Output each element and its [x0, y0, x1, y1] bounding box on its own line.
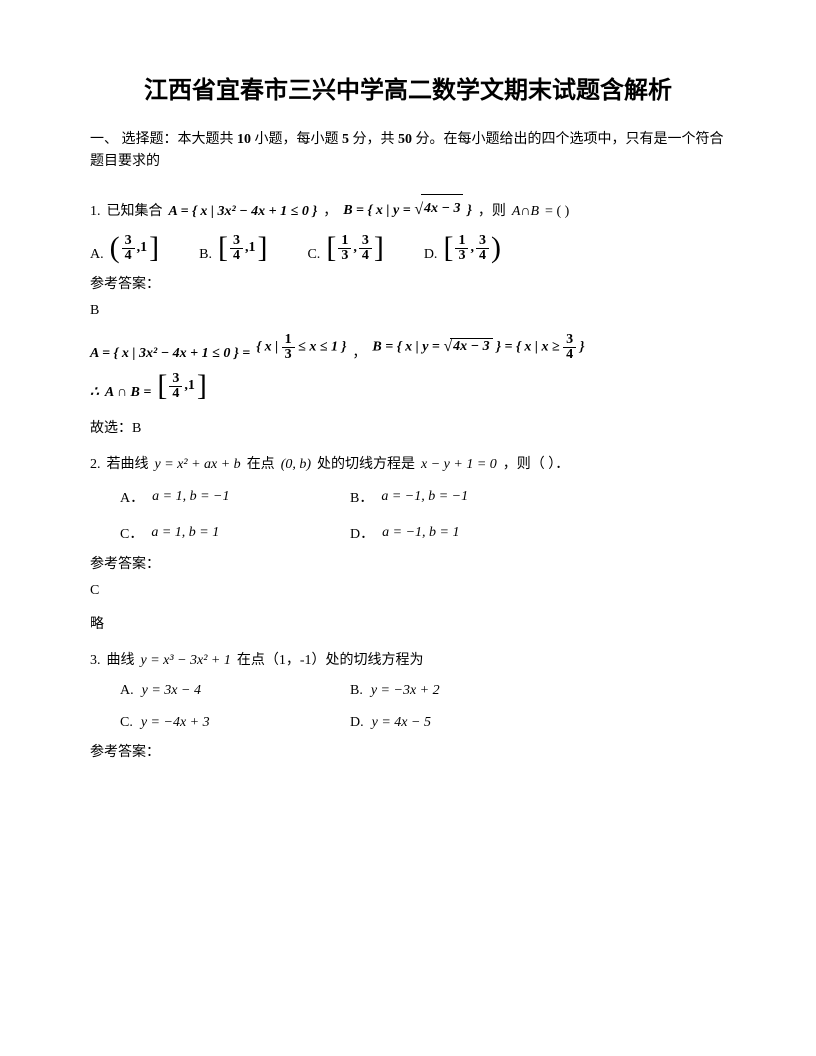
sec1-m1: 小题，每小题	[251, 132, 342, 147]
q3-ans-label: 参考答案：	[90, 741, 726, 761]
q1-pre: 已知集合	[107, 198, 163, 226]
sec1-nq: 10	[237, 132, 251, 147]
q3-pre: 曲线	[107, 647, 135, 675]
sec1-prefix: 一、 选择题：本大题共	[90, 132, 237, 147]
q1-post: ，则	[478, 198, 506, 226]
q1-optD: D. [13,34)	[424, 234, 501, 263]
question-1: 1. 已知集合 A = { x | 3x² − 4x + 1 ≤ 0 } ， B…	[90, 194, 726, 226]
q2-optC: C．a = 1, b = 1	[120, 523, 350, 543]
q3-num: 3.	[90, 647, 101, 675]
q3-mid: 在点（1，-1）处的切线方程为	[237, 647, 424, 675]
q2-ans: C	[90, 583, 726, 599]
q2-pre: 若曲线	[107, 451, 149, 479]
q3-options: A.y = 3x − 4 B.y = −3x + 2 C.y = −4x + 3…	[120, 683, 726, 731]
q2-options: A．a = 1, b = −1 B．a = −1, b = −1 C．a = 1…	[120, 487, 726, 543]
q2-tangent: x − y + 1 = 0	[421, 451, 497, 479]
page-content: 江西省宜春市三兴中学高二数学文期末试题含解析 一、 选择题：本大题共 10 小题…	[0, 0, 816, 811]
q2-post: ，则（ ）．	[503, 451, 570, 479]
q1-conclude: 故选：B	[90, 417, 726, 437]
document-title: 江西省宜春市三兴中学高二数学文期末试题含解析	[90, 70, 726, 105]
q1-ans-label: 参考答案：	[90, 273, 726, 293]
q1-sep1: ，	[323, 198, 337, 226]
q2-explain: 略	[90, 613, 726, 633]
q1-explain: A = { x | 3x² − 4x + 1 ≤ 0 } = { x | 13 …	[90, 333, 726, 401]
q1-optA: A. (34,1]	[90, 234, 159, 263]
q2-ans-label: 参考答案：	[90, 553, 726, 573]
q1-ans: B	[90, 303, 726, 319]
sec1-tot: 50	[398, 132, 412, 147]
sec1-pe: 5	[342, 132, 349, 147]
q3-optC: C.y = −4x + 3	[120, 715, 350, 731]
q1-optC: C. [13,34]	[307, 234, 383, 263]
q1-inter: A∩B	[512, 198, 539, 226]
q1-setB: B = { x | y = √4x − 3 }	[343, 194, 472, 226]
q2-optA: A．a = 1, b = −1	[120, 487, 350, 507]
q1-setA: A = { x | 3x² − 4x + 1 ≤ 0 }	[169, 198, 318, 226]
q2-optB: B．a = −1, b = −1	[350, 487, 580, 507]
question-2: 2. 若曲线 y = x² + ax + b 在点 (0, b) 处的切线方程是…	[90, 451, 726, 479]
q1-eq: = ( )	[545, 198, 569, 226]
q3-optB: B.y = −3x + 2	[350, 683, 580, 699]
q3-optD: D.y = 4x − 5	[350, 715, 580, 731]
q2-point: (0, b)	[281, 451, 311, 479]
q1-num: 1.	[90, 198, 101, 226]
q3-curve: y = x³ − 3x² + 1	[141, 647, 231, 675]
q2-optD: D．a = −1, b = 1	[350, 523, 580, 543]
q2-m2: 处的切线方程是	[317, 451, 415, 479]
section-1-header: 一、 选择题：本大题共 10 小题，每小题 5 分，共 50 分。在每小题给出的…	[90, 129, 726, 174]
q2-curve: y = x² + ax + b	[155, 451, 241, 479]
sec1-m2: 分，共	[349, 132, 398, 147]
q3-optA: A.y = 3x − 4	[120, 683, 350, 699]
question-3: 3. 曲线 y = x³ − 3x² + 1 在点（1，-1）处的切线方程为	[90, 647, 726, 675]
q1-optB: B. [34,1]	[199, 234, 267, 263]
q2-num: 2.	[90, 451, 101, 479]
q2-m1: 在点	[247, 451, 275, 479]
q1-options: A. (34,1] B. [34,1] C. [13,34] D. [13,34…	[90, 234, 726, 263]
